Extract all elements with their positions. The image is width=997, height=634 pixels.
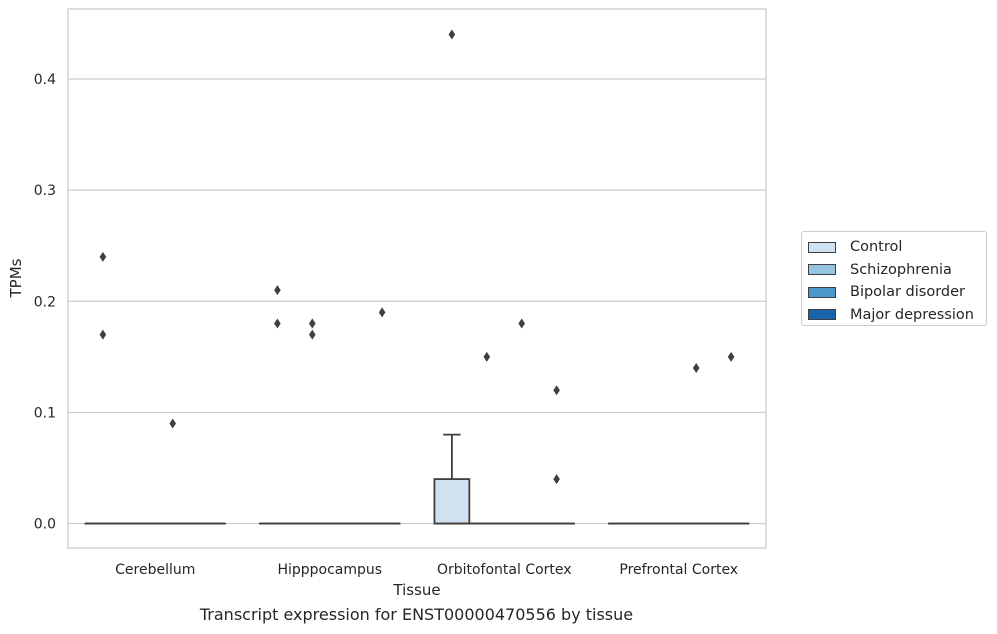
legend-item-bipolar-disorder: Bipolar disorder [808,281,986,304]
outlier-control-hipppocampus-1 [274,318,281,329]
outlier-control-cerebellum-1 [99,329,107,340]
outlier-control-orbitofontal-cortex-0 [448,29,456,40]
x-axis-label: Tissue [392,581,440,599]
legend-swatch-bipolar-disorder [808,286,836,298]
legend-item-major-depression: Major depression [808,304,986,327]
grid-lines [68,78,766,525]
outlier-bipolar-disorder-prefrontal-cortex-0 [692,362,700,373]
x-tick-label-hipppocampus: Hipppocampus [277,562,382,578]
y-tick-label-4: 0.4 [34,72,56,88]
outlier-schizophrenia-orbitofontal-cortex-0 [483,351,491,362]
outlier-major-depression-orbitofontal-cortex-1 [553,474,560,485]
outliers [99,29,735,485]
outlier-major-depression-orbitofontal-cortex-0 [553,385,560,396]
x-tick-label-cerebellum: Cerebellum [115,562,195,578]
outlier-bipolar-disorder-orbitofontal-cortex-0 [518,318,525,329]
outlier-schizophrenia-hipppocampus-0 [309,318,316,329]
legend: Control Schizophrenia Bipolar disorder M… [801,231,987,326]
outlier-major-depression-hipppocampus-0 [378,307,386,318]
legend-label-schizophrenia: Schizophrenia [850,261,952,278]
outlier-schizophrenia-hipppocampus-1 [309,329,316,340]
y-tick-label-0: 0.0 [34,517,56,533]
x-tick-label-orbitofontal-cortex: Orbitofontal Cortex [437,562,572,578]
y-tick-label-2: 0.2 [34,294,56,310]
outlier-bipolar-disorder-cerebellum-0 [169,418,176,429]
y-tick-labels: 0.0 0.1 0.2 0.3 0.4 [34,72,56,533]
y-tick-label-3: 0.3 [34,183,56,199]
legend-label-control: Control [850,239,903,256]
legend-swatch-schizophrenia [808,264,836,276]
x-tick-labels: Cerebellum Hipppocampus Orbitofontal Corte… [115,562,738,578]
y-tick-label-1: 0.1 [34,405,56,421]
legend-swatch-control [808,241,836,253]
outlier-control-hipppocampus-0 [274,285,281,296]
legend-swatch-major-depression [808,309,836,321]
figure-caption: Transcript expression for ENST0000047055… [199,605,634,624]
outlier-major-depression-prefrontal-cortex-0 [727,351,735,362]
box-control-orbitofontal-cortex [433,433,471,525]
box-body-control-orbitofontal-cortex [433,478,471,525]
y-axis-label: TPMs [7,258,25,298]
plot-frame [67,8,767,549]
outlier-control-cerebellum-0 [99,251,107,262]
legend-item-schizophrenia: Schizophrenia [808,259,986,282]
legend-label-major-depression: Major depression [850,306,974,323]
legend-label-bipolar-disorder: Bipolar disorder [850,284,965,301]
x-tick-label-prefrontal-cortex: Prefrontal Cortex [619,562,738,578]
boxes [84,433,750,525]
legend-item-control: Control [808,236,986,259]
